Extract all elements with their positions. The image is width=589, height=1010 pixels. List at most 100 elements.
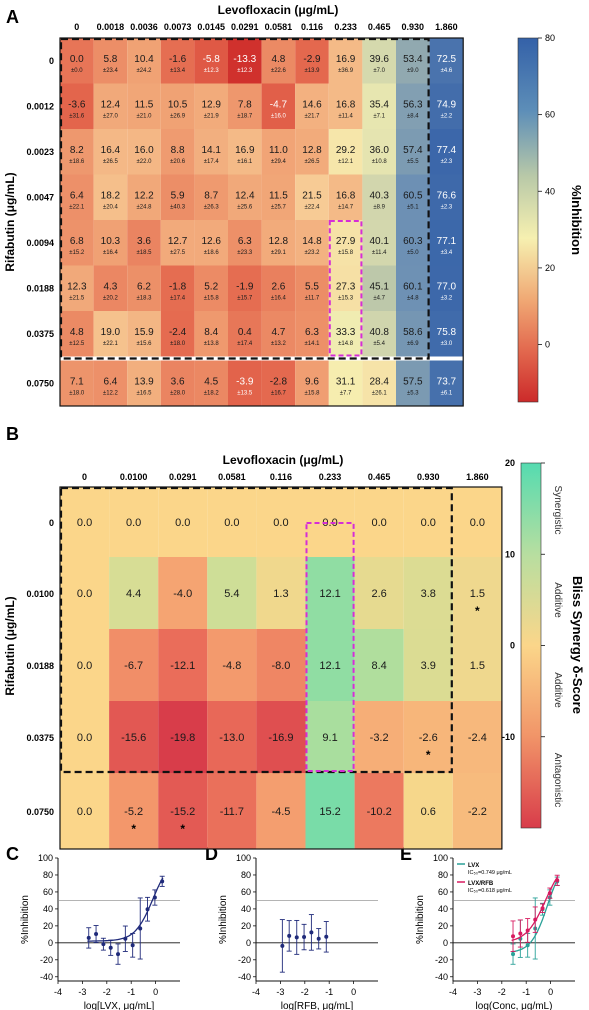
heatmap-a-colorbar-label: %Inhibition	[569, 185, 584, 255]
heatmap-a-error: ±23.4	[103, 68, 119, 74]
heatmap-b-cell	[207, 773, 257, 849]
heatmap-a-error: ±13.8	[204, 341, 220, 347]
heatmap-a-error: ±5.1	[407, 204, 419, 210]
heatmap-a-error: ±15.6	[137, 341, 153, 347]
heatmap-a-cell	[362, 311, 396, 357]
heatmap-a-cell	[429, 220, 464, 266]
heatmap-a-error: ±7.7	[340, 390, 352, 396]
heatmap-b-value: -2.2	[468, 806, 487, 818]
heatmap-b-xtick: 0.465	[368, 472, 391, 482]
heatmap-a-cell	[295, 174, 329, 220]
heatmap-a-value: -1.8	[169, 281, 187, 292]
heatmap-b-cell	[158, 629, 208, 701]
x-axis-label: log(Conc, μg/mL)	[476, 1001, 553, 1010]
heatmap-a-value: 27.3	[336, 281, 356, 292]
data-point	[138, 926, 143, 931]
heatmap-a-value: 14.1	[201, 145, 221, 156]
heatmap-a-cell	[127, 311, 161, 357]
heatmap-a-cell	[60, 360, 94, 406]
data-point	[525, 928, 530, 933]
heatmap-a-value: 6.4	[70, 190, 84, 201]
heatmap-b-value: 8.4	[372, 660, 387, 672]
heatmap-a-cell	[228, 311, 262, 357]
heatmap-b-cell	[305, 557, 355, 629]
heatmap-a-error: ±26.5	[103, 159, 119, 165]
heatmap-a-cell	[127, 360, 161, 406]
heatmap-a-cell	[160, 129, 195, 175]
heatmap-b-value: 0.0	[322, 517, 337, 529]
heatmap-a-error: ±10.8	[372, 159, 388, 165]
heatmap-a-error: ±2.2	[441, 113, 453, 119]
heatmap-a-value: 77.4	[437, 145, 457, 156]
heatmap-b-value: 3.9	[421, 660, 436, 672]
heatmap-a-error: ±22.1	[103, 341, 119, 347]
heatmap-a-value: 40.8	[369, 327, 389, 338]
heatmap-a-value: 72.5	[437, 54, 457, 65]
heatmap-a-cell	[127, 174, 161, 220]
heatmap-a-value: 5.2	[204, 281, 218, 292]
data-point	[287, 933, 292, 938]
heatmap-a-value: -2.9	[303, 54, 321, 65]
heatmap-b-value: -4.0	[173, 588, 192, 600]
y-tick-label: -20	[238, 955, 251, 965]
heatmap-b-xtick: 1.860	[466, 472, 489, 482]
heatmap-a-value: 31.1	[336, 376, 356, 387]
heatmap-b-cell	[305, 701, 355, 773]
heatmap-a-cell	[396, 265, 430, 311]
heatmap-b-cell	[354, 487, 404, 557]
heatmap-b-cell	[109, 629, 159, 701]
heatmap-a-cell	[396, 83, 430, 129]
heatmap-a-value: 12.6	[201, 236, 221, 247]
heatmap-a-value: 0.4	[238, 327, 252, 338]
heatmap-a-error: ±17.4	[237, 341, 253, 347]
heatmap-a-cell	[127, 220, 161, 266]
heatmap-a-error: ±31.6	[69, 113, 85, 119]
heatmap-a-cell	[362, 174, 396, 220]
heatmap-b-colorbar-label: Bliss Synergy δ-Score	[570, 576, 585, 714]
heatmap-a-error: ±2.3	[441, 159, 453, 165]
heatmap-b-value: 4.4	[126, 588, 141, 600]
heatmap-a-error: ±13.4	[170, 68, 186, 74]
data-point	[130, 943, 135, 948]
heatmap-a-error: ±16.0	[271, 113, 287, 119]
data-point	[316, 936, 321, 941]
heatmap-a-cell	[127, 129, 161, 175]
heatmap-a-value: 12.2	[134, 190, 154, 201]
y-tick-label: 60	[438, 887, 448, 897]
heatmap-b-cell	[354, 701, 404, 773]
heatmap-a-error: ±23.2	[305, 250, 321, 256]
heatmap-a-value: 4.3	[103, 281, 117, 292]
heatmap-a-value: 5.9	[171, 190, 185, 201]
y-tick-label: 100	[38, 853, 53, 863]
dose-response-e: 100 80 60 40 20 0 -20 -40-4 -3 -2 -1 0 log(Conc, μg/…	[415, 853, 575, 1010]
heatmap-a-cell	[160, 360, 195, 406]
heatmap-b-cell	[403, 701, 453, 773]
heatmap-a-value: 12.8	[302, 145, 322, 156]
heatmap-a-value: 12.4	[101, 99, 121, 110]
heatmap-b-cell	[60, 557, 110, 629]
heatmap-b-cell	[354, 773, 404, 849]
heatmap-a-value: 10.5	[168, 99, 188, 110]
heatmap-b-value: 0.0	[175, 517, 190, 529]
heatmap-b-significance-marker: *	[475, 604, 480, 618]
heatmap-a-xtick: 0	[74, 22, 79, 32]
heatmap-a-cell	[328, 360, 363, 406]
heatmap-a-ytick: 0.0094	[26, 238, 54, 248]
heatmap-a-error: ±11.4	[372, 250, 387, 256]
data-point	[101, 942, 106, 947]
fit-curve	[511, 875, 559, 942]
heatmap-a-cell	[127, 265, 161, 311]
heatmap-a-colorbar-tick-label: 60	[545, 110, 555, 120]
heatmap-a-cell	[261, 174, 296, 220]
heatmap-a-value: 60.3	[403, 236, 423, 247]
heatmap-a-value: -2.8	[270, 376, 288, 387]
heatmap-b-cell	[305, 773, 355, 849]
heatmap-a-error: ±22.6	[271, 68, 287, 74]
heatmap-b-cell	[452, 557, 502, 629]
heatmap-a-cell	[396, 360, 430, 406]
heatmap-b-value: -4.8	[222, 660, 241, 672]
heatmap-a-cell	[295, 220, 329, 266]
heatmap-a-xtick: 0.0291	[231, 22, 259, 32]
heatmap-a-error: ±18.0	[170, 341, 186, 347]
heatmap-a-error: ±3.4	[441, 250, 453, 256]
